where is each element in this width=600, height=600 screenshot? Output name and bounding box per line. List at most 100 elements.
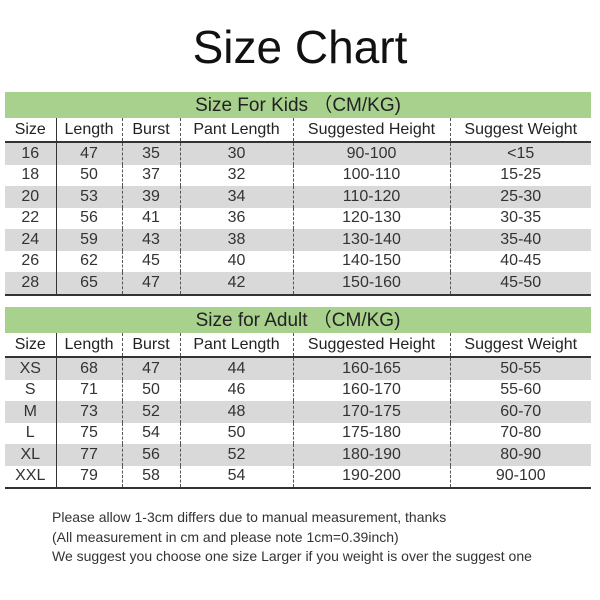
table-cell: 70-80 <box>449 422 591 444</box>
table-cell: 22 <box>21 209 40 227</box>
table-cell: 59 <box>55 229 122 251</box>
table-cell: 160-165 <box>292 357 450 380</box>
table-cell: 54 <box>121 422 180 444</box>
table-cell: XXL <box>5 465 56 489</box>
table-cell: 120-130 <box>292 207 450 229</box>
table-cell: 56 <box>55 207 122 229</box>
table-cell: 26 <box>21 252 40 270</box>
table-cell: 38 <box>179 229 293 251</box>
column-header: Suggest Weight <box>449 118 591 143</box>
column-header: Pant Length <box>179 333 293 358</box>
table-row: M 73 52 48 170-175 60-70 <box>5 401 591 423</box>
table-cell: 37 <box>121 164 180 186</box>
note-line: Please allow 1-3cm differs due to manual… <box>52 509 447 525</box>
notes: Please allow 1-3cm differs due to manual… <box>52 508 532 567</box>
table-cell: 56 <box>121 444 180 466</box>
table-cell: 35-40 <box>449 229 591 251</box>
table-cell: 160-170 <box>292 379 450 401</box>
table-row: 18 50 37 32 100-110 15-25 <box>5 164 591 186</box>
table-row: S 71 50 46 160-170 55-60 <box>5 379 591 401</box>
table-cell: 40-45 <box>449 250 591 272</box>
adult-size-table: Size for Adult （CM/KG) Size Length Burst Pa… <box>5 307 591 489</box>
table-row: 26 62 45 40 140-150 40-45 <box>5 250 591 272</box>
table-cell: 190-200 <box>292 465 450 489</box>
table-cell: 60-70 <box>449 401 591 423</box>
table-cell: 30-35 <box>449 207 591 229</box>
table-cell: 75 <box>55 422 122 444</box>
table-row: XL 77 56 52 180-190 80-90 <box>5 444 591 466</box>
table-cell: XS <box>5 357 56 380</box>
table-row: 22 56 41 36 120-130 30-35 <box>5 207 591 229</box>
adult-table-caption: Size for Adult （CM/KG) <box>5 307 591 333</box>
kids-table-caption: Size For Kids （CM/KG) <box>5 92 591 118</box>
table-cell: 52 <box>179 444 293 466</box>
table-cell: 53 <box>55 186 122 208</box>
table-cell: 46 <box>179 379 293 401</box>
table-cell: 20 <box>5 186 56 208</box>
note-line: (All measurement in cm and please note 1… <box>52 528 399 545</box>
table-cell: 16 <box>5 142 56 165</box>
table-row: 20 53 39 34 110-120 25-30 <box>5 186 591 208</box>
table-cell: 54 <box>179 465 293 489</box>
column-header: Suggested Height <box>292 333 450 358</box>
column-header: Size <box>5 333 56 358</box>
table-row: L 75 54 50 175-180 70-80 <box>5 422 591 444</box>
table-cell: 48 <box>179 401 293 423</box>
column-header: Length <box>55 333 122 358</box>
table-cell: 170-175 <box>292 401 450 423</box>
table-cell: 45-50 <box>449 272 591 296</box>
table-cell: 140-150 <box>292 250 450 272</box>
table-cell: 73 <box>55 401 122 423</box>
table-cell: 24 <box>5 229 56 251</box>
table-row: 16 47 35 30 90-100 <15 <box>5 142 591 165</box>
table-cell: 45 <box>121 250 180 272</box>
table-cell: 15-25 <box>449 164 591 186</box>
table-cell: 30 <box>179 142 293 165</box>
table-cell: 35 <box>121 142 180 165</box>
page-title: Size Chart <box>192 21 408 73</box>
header-row: Size Length Burst Pant Length Suggested Heig… <box>5 333 591 358</box>
table-cell: 25-30 <box>449 186 591 208</box>
table-cell: 50 <box>121 379 180 401</box>
table-row: XXL 79 58 54 190-200 90-100 <box>5 465 591 489</box>
table-cell: XL <box>5 444 56 466</box>
table-cell: 32 <box>179 164 293 186</box>
table-cell: 42 <box>179 272 293 296</box>
column-header: Burst <box>121 118 180 143</box>
table-row: 28 65 47 42 150-160 45-50 <box>5 272 591 296</box>
table-cell: 130-140 <box>292 229 450 251</box>
table-cell: 41 <box>121 207 180 229</box>
header-row: Size Length Burst Pant Length Suggested Heig… <box>5 118 591 143</box>
table-cell: 36 <box>179 207 293 229</box>
table-cell: 58 <box>121 465 180 489</box>
table-cell: 65 <box>55 272 122 296</box>
table-cell: 50 <box>55 164 122 186</box>
table-cell: 40 <box>179 250 293 272</box>
table-cell: 110-120 <box>292 186 450 208</box>
column-header: Suggested Height <box>292 118 450 143</box>
table-cell: 44 <box>179 357 293 380</box>
table-cell: 68 <box>55 357 122 380</box>
table-cell: 80-90 <box>449 444 591 466</box>
table-cell: 62 <box>55 250 122 272</box>
table-cell: <15 <box>449 142 591 165</box>
table-cell: 180-190 <box>292 444 450 466</box>
table-cell: 71 <box>55 379 122 401</box>
table-cell: 77 <box>55 444 122 466</box>
table-row: 24 59 43 38 130-140 35-40 <box>5 229 591 251</box>
column-header: Size <box>5 118 56 143</box>
table-cell: 79 <box>55 465 122 489</box>
table-cell: 55-60 <box>449 379 591 401</box>
column-header: Suggest Weight <box>449 333 591 358</box>
table-cell: 90-100 <box>449 465 591 489</box>
table-cell: M <box>5 401 56 423</box>
column-header: Burst <box>121 333 180 358</box>
table-cell: 18 <box>21 166 40 184</box>
table-cell: 90-100 <box>292 142 450 165</box>
table-cell: 39 <box>121 186 180 208</box>
table-cell: S <box>24 381 36 399</box>
note-line: We suggest you choose one size Larger if… <box>52 548 532 564</box>
table-cell: 28 <box>5 272 56 296</box>
table-cell: L <box>25 424 35 442</box>
table-cell: 150-160 <box>292 272 450 296</box>
